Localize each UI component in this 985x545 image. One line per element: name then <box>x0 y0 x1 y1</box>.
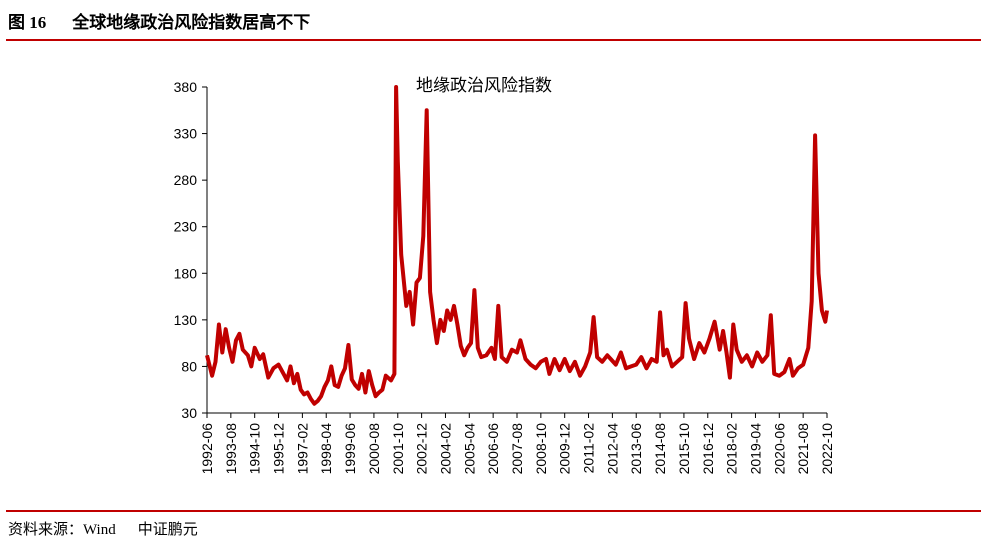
y-tick-label: 130 <box>174 312 198 328</box>
y-tick-label: 80 <box>181 358 197 374</box>
x-tick-label: 2008-10 <box>533 423 549 475</box>
x-tick-label: 2014-08 <box>652 423 668 475</box>
x-axis-ticks: 1992-06 1993-08 1994-10 1995-12 1997-02 1998-… <box>199 413 835 474</box>
x-tick-label: 2011-02 <box>581 423 597 474</box>
x-tick-label: 2004-02 <box>437 423 453 475</box>
y-tick-label: 30 <box>181 405 197 421</box>
source-label: 资料来源：Wind <box>8 522 116 538</box>
y-tick-label: 380 <box>174 79 198 95</box>
figure-header: 图 16 全球地缘政治风险指数居高不下 <box>8 4 310 36</box>
x-tick-label: 2006-06 <box>485 423 501 475</box>
x-tick-label: 2021-08 <box>795 423 811 475</box>
series-line <box>205 85 829 406</box>
x-tick-label: 1997-02 <box>294 423 310 475</box>
footer-rule <box>6 510 981 512</box>
x-tick-label: 2002-12 <box>414 423 430 475</box>
x-tick-label: 1994-10 <box>247 423 263 475</box>
x-tick-label: 1995-12 <box>271 423 287 475</box>
x-tick-label: 2007-08 <box>509 423 525 475</box>
x-tick-label: 1993-08 <box>223 423 239 475</box>
x-tick-label: 2000-08 <box>366 423 382 475</box>
x-tick-label: 2013-06 <box>628 423 644 475</box>
x-tick-label: 2001-10 <box>390 423 406 475</box>
y-axis-ticks: 30 80 130 180 230 280 330 380 <box>174 79 207 421</box>
legend-label: 地缘政治风险指数 <box>416 76 552 95</box>
figure-footer: 资料来源：Wind 中证鹏元 <box>8 518 198 539</box>
x-tick-label: 2009-12 <box>557 423 573 475</box>
x-tick-label: 2015-10 <box>676 423 692 475</box>
y-tick-label: 280 <box>174 172 198 188</box>
y-tick-label: 180 <box>174 265 198 281</box>
x-tick-label: 2018-02 <box>724 423 740 475</box>
x-tick-label: 1999-06 <box>342 423 358 475</box>
x-tick-label: 1998-04 <box>318 423 334 475</box>
org-label: 中证鹏元 <box>137 522 198 538</box>
x-tick-label: 2012-04 <box>604 423 620 475</box>
x-tick-label: 2022-10 <box>819 423 835 475</box>
figure-title: 全球地缘政治风险指数居高不下 <box>72 12 311 32</box>
x-tick-label: 2020-06 <box>771 423 787 475</box>
y-tick-label: 230 <box>174 219 198 235</box>
header-rule <box>6 39 981 41</box>
x-tick-label: 2005-04 <box>461 423 477 475</box>
x-tick-label: 2019-04 <box>747 423 763 475</box>
x-tick-label: 2016-12 <box>700 423 716 475</box>
chart-axes <box>206 87 827 414</box>
figure-number: 图 16 <box>8 12 47 32</box>
x-tick-label: 1992-06 <box>199 423 215 475</box>
y-tick-label: 330 <box>174 126 198 142</box>
